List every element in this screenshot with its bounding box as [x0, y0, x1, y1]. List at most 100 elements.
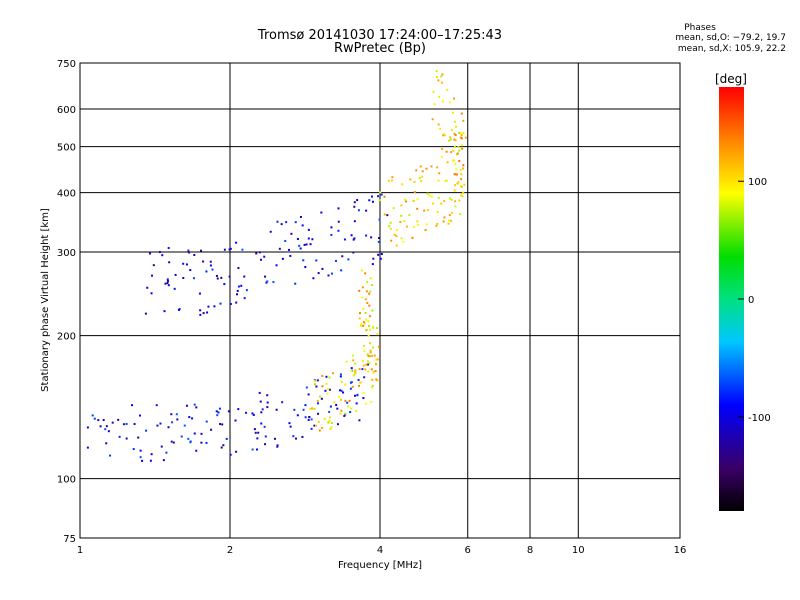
data-point [357, 378, 360, 381]
data-point [329, 427, 332, 430]
colorbar-tick-label: 0 [748, 295, 754, 306]
data-point [328, 416, 331, 419]
data-point [205, 420, 208, 423]
data-point [454, 173, 457, 176]
data-point [454, 205, 457, 208]
data-point [159, 422, 162, 425]
data-point [461, 195, 464, 198]
data-point [338, 395, 341, 398]
data-point [458, 131, 461, 134]
data-point [460, 178, 463, 181]
data-point [425, 223, 428, 226]
data-point [455, 125, 458, 128]
data-point [219, 423, 222, 426]
data-point [216, 414, 219, 417]
data-point [389, 221, 392, 224]
data-point [354, 362, 357, 365]
data-point [105, 442, 108, 445]
data-point [330, 226, 333, 229]
y-tick-label: 750 [57, 59, 76, 70]
data-point [367, 370, 370, 373]
data-point [360, 381, 363, 384]
data-point [144, 312, 147, 315]
data-point [305, 386, 308, 389]
data-point [389, 227, 392, 230]
data-point [335, 403, 338, 406]
data-point [149, 459, 152, 462]
data-point [399, 221, 402, 224]
data-point [365, 318, 368, 321]
y-tick-label: 400 [57, 189, 76, 200]
data-point [432, 90, 435, 93]
data-point [377, 345, 380, 348]
data-point [125, 437, 128, 440]
data-point [390, 239, 393, 242]
data-point [336, 407, 339, 410]
data-point [431, 118, 434, 121]
data-point [361, 359, 364, 362]
data-point [364, 298, 367, 301]
data-point [275, 264, 278, 267]
x-tick-label: 16 [674, 545, 687, 556]
data-point [370, 195, 373, 198]
data-point [462, 191, 465, 194]
data-point [460, 194, 463, 197]
data-point [441, 155, 444, 158]
data-point [280, 223, 283, 226]
data-point [172, 441, 175, 444]
data-point [362, 392, 365, 395]
data-point [372, 371, 375, 374]
data-point [303, 243, 306, 246]
data-point [370, 386, 373, 389]
data-point [350, 369, 353, 372]
data-point [330, 421, 333, 424]
data-point [259, 400, 262, 403]
data-point [363, 321, 366, 324]
y-tick-label: 100 [57, 475, 76, 486]
data-point [349, 387, 352, 390]
data-point [260, 422, 263, 425]
data-point [216, 277, 219, 280]
data-point [354, 394, 357, 397]
data-point [350, 367, 353, 370]
data-point [413, 225, 416, 228]
data-point [318, 429, 321, 432]
data-point [111, 421, 114, 424]
data-point [222, 444, 225, 447]
data-point [199, 313, 202, 316]
data-point [125, 422, 128, 425]
data-point [176, 418, 179, 421]
data-point [460, 185, 463, 188]
data-point [321, 426, 324, 429]
data-point [131, 404, 134, 407]
data-point [243, 297, 246, 300]
data-point [443, 134, 446, 137]
data-point [330, 426, 333, 429]
data-point [456, 152, 459, 155]
data-point [337, 229, 340, 232]
y-axis-label: Stationary phase Virtual Height [km] [40, 208, 51, 392]
data-point [361, 286, 364, 289]
data-point [97, 419, 100, 422]
data-point [455, 168, 458, 171]
y-tick-label: 300 [57, 248, 76, 259]
data-point [448, 139, 451, 142]
data-point [449, 101, 452, 104]
grid-lines [80, 63, 680, 538]
data-point [329, 405, 332, 408]
data-point [439, 127, 442, 130]
data-point [462, 164, 465, 167]
data-point [185, 263, 188, 266]
data-point [339, 398, 342, 401]
data-point [269, 230, 272, 233]
data-point [328, 388, 331, 391]
data-point [365, 329, 368, 332]
data-point [424, 229, 427, 232]
data-point [423, 209, 426, 212]
data-point [379, 191, 382, 194]
data-point [408, 213, 411, 216]
data-point [437, 79, 440, 82]
data-point [345, 360, 348, 363]
data-point [379, 257, 382, 260]
data-point [339, 375, 342, 378]
